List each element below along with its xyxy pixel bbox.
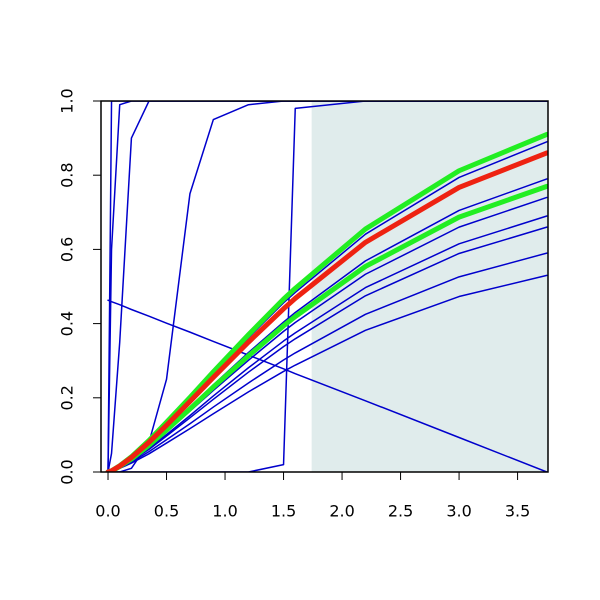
series-line [107, 299, 548, 472]
plot-area [105, 101, 548, 472]
y-tick-label: 0.6 [58, 237, 77, 262]
shaded-region [311, 101, 548, 472]
plot-frame [100, 100, 549, 473]
x-tick-label: 2.0 [329, 502, 354, 521]
y-tick-label: 0.4 [58, 311, 77, 336]
series-line [107, 101, 548, 472]
series-line [107, 101, 548, 472]
x-tick-label: 3.5 [505, 502, 530, 521]
x-tick-label: 1.0 [212, 502, 237, 521]
y-tick-label: 0.2 [58, 385, 77, 410]
series-line [107, 101, 548, 472]
y-tick-label: 0.8 [58, 162, 77, 187]
series-line [105, 150, 548, 472]
x-tick-label: 3.0 [446, 502, 471, 521]
y-tick-label: 0.0 [58, 459, 77, 484]
x-tick-label: 1.5 [271, 502, 296, 521]
x-tick-label: 0.0 [95, 502, 120, 521]
y-tick-label: 1.0 [58, 88, 77, 113]
x-tick-label: 0.5 [154, 502, 179, 521]
x-tick-label: 2.5 [388, 502, 413, 521]
